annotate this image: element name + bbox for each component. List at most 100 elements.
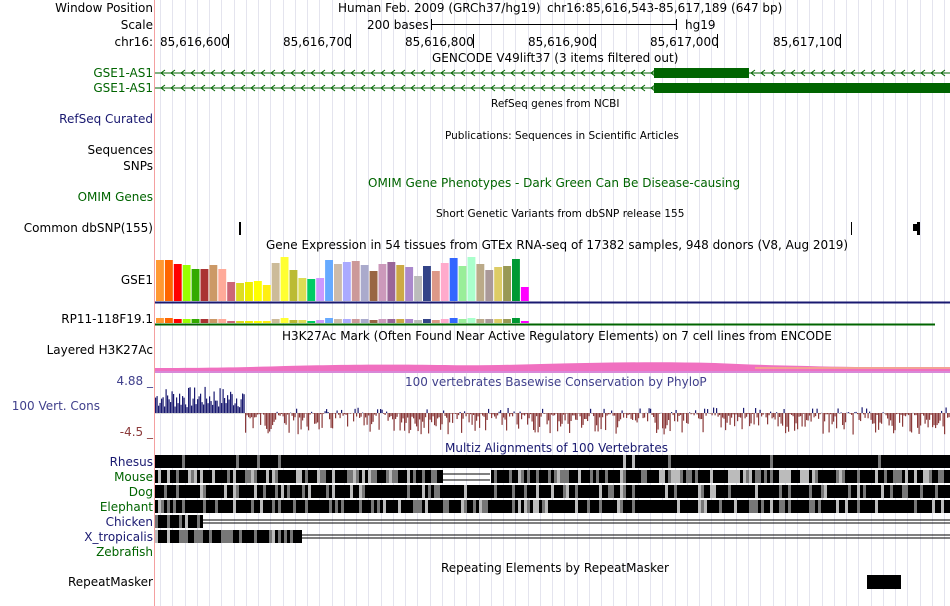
strand-arrow	[480, 84, 486, 92]
multiz-block	[413, 485, 416, 498]
multiz-block	[815, 485, 818, 498]
multiz-block	[176, 530, 179, 543]
h3k27ac-track-label[interactable]: Layered H3K27Ac	[46, 343, 153, 357]
gencode-item-label[interactable]: GSE1-AS1	[93, 81, 153, 95]
multiz-block	[614, 455, 617, 468]
phylop-conservation-chart[interactable]	[155, 385, 950, 440]
multiz-block	[587, 485, 590, 498]
multiz-block	[467, 500, 470, 513]
multiz-block	[332, 485, 335, 498]
multiz-block	[875, 455, 878, 468]
repeatmasker-track-label[interactable]: RepeatMasker	[67, 575, 153, 589]
multiz-block	[503, 455, 506, 468]
h3k27ac-signal[interactable]	[155, 344, 950, 374]
multiz-block	[611, 455, 614, 468]
multiz-block	[905, 470, 908, 483]
phylop-bar	[863, 413, 865, 415]
multiz-block	[836, 485, 839, 498]
phylop-bar	[938, 413, 940, 424]
snp-marker[interactable]	[917, 222, 920, 235]
multiz-block	[362, 455, 365, 468]
multiz-block	[683, 455, 686, 468]
phylop-bar	[390, 413, 392, 417]
multiz-block	[428, 485, 431, 498]
multiz-block	[725, 455, 728, 468]
phylop-bar	[366, 413, 368, 425]
snp-marker[interactable]	[239, 222, 241, 235]
multiz-block	[284, 500, 287, 513]
gtex-tissue-bar	[191, 269, 200, 301]
multiz-species-mouse[interactable]: Mouse	[114, 470, 153, 484]
strand-arrow	[930, 69, 936, 77]
phylop-bar	[792, 413, 794, 417]
multiz-block	[677, 470, 680, 483]
multiz-block	[182, 470, 185, 483]
gencode-item-label[interactable]: GSE1-AS1	[93, 66, 153, 80]
phylop-bar	[203, 404, 205, 413]
multiz-block	[830, 455, 833, 468]
multiz-block	[257, 470, 260, 483]
multiz-block	[269, 485, 272, 498]
multiz-species-rhesus[interactable]: Rhesus	[109, 455, 153, 469]
multiz-block	[329, 500, 332, 513]
multiz-block	[596, 500, 599, 513]
gtex-gene-label-rp11[interactable]: RP11-118F19.1	[61, 312, 153, 326]
multiz-block	[647, 500, 650, 513]
refseq-track-label[interactable]: RefSeq Curated	[59, 112, 153, 126]
phylop-bar	[336, 410, 338, 413]
multiz-block	[353, 455, 356, 468]
multiz-block	[440, 470, 443, 483]
multiz-block	[713, 455, 716, 468]
phylop-bar	[158, 405, 160, 413]
multiz-species-dog[interactable]: Dog	[128, 485, 153, 499]
multiz-species-elephant[interactable]: Elephant	[99, 500, 153, 514]
strand-arrow	[200, 69, 206, 77]
phylop-bar	[866, 408, 868, 413]
multiz-block	[626, 500, 629, 513]
phylop-bar	[276, 411, 278, 413]
publications-sequences-label[interactable]: Sequences	[87, 143, 153, 157]
multiz-block	[374, 485, 377, 498]
multiz-block	[572, 485, 575, 498]
snp-marker[interactable]	[913, 224, 917, 231]
conservation-track-label[interactable]: 100 Vert. Cons	[11, 399, 100, 413]
strand-arrow	[190, 69, 196, 77]
phylop-bar	[462, 413, 464, 419]
phylop-bar	[212, 404, 214, 413]
multiz-block	[293, 470, 296, 483]
strand-arrow	[900, 69, 906, 77]
multiz-species-chicken[interactable]: Chicken	[105, 515, 153, 529]
multiz-block	[299, 485, 302, 498]
phylop-bar	[353, 413, 355, 422]
multiz-alignment[interactable]	[155, 455, 950, 560]
multiz-block	[506, 485, 509, 498]
gtex-gene-label-gse1[interactable]: GSE1	[120, 273, 153, 287]
multiz-block	[608, 500, 611, 513]
multiz-block	[875, 485, 878, 498]
phylop-bar	[771, 413, 773, 419]
repeat-element[interactable]	[867, 575, 901, 589]
gtex-tissue-bar-small	[423, 319, 431, 323]
strand-arrow	[870, 69, 876, 77]
phylop-bar	[585, 413, 587, 420]
multiz-block	[434, 455, 437, 468]
phylop-bar	[651, 413, 653, 416]
phylop-bar	[608, 413, 610, 415]
multiz-block	[863, 500, 866, 513]
multiz-species-zebrafish[interactable]: Zebrafish	[96, 545, 153, 559]
dbsnp-track-label[interactable]: Common dbSNP(155)	[23, 221, 153, 235]
multiz-species-xtropicalis[interactable]: X_tropicalis	[84, 530, 153, 544]
gencode-features[interactable]	[155, 66, 950, 96]
phylop-bar	[320, 413, 322, 415]
omim-track-label[interactable]: OMIM Genes	[77, 190, 153, 204]
multiz-block	[380, 500, 383, 513]
gtex-expression-chart[interactable]	[155, 253, 950, 328]
multiz-block	[524, 455, 527, 468]
multiz-block	[851, 455, 854, 468]
multiz-block	[401, 470, 404, 483]
publications-snps-label[interactable]: SNPs	[123, 159, 153, 173]
multiz-block	[215, 500, 218, 513]
multiz-block	[770, 470, 773, 483]
multiz-block	[947, 455, 950, 468]
snp-marker[interactable]	[851, 222, 852, 235]
